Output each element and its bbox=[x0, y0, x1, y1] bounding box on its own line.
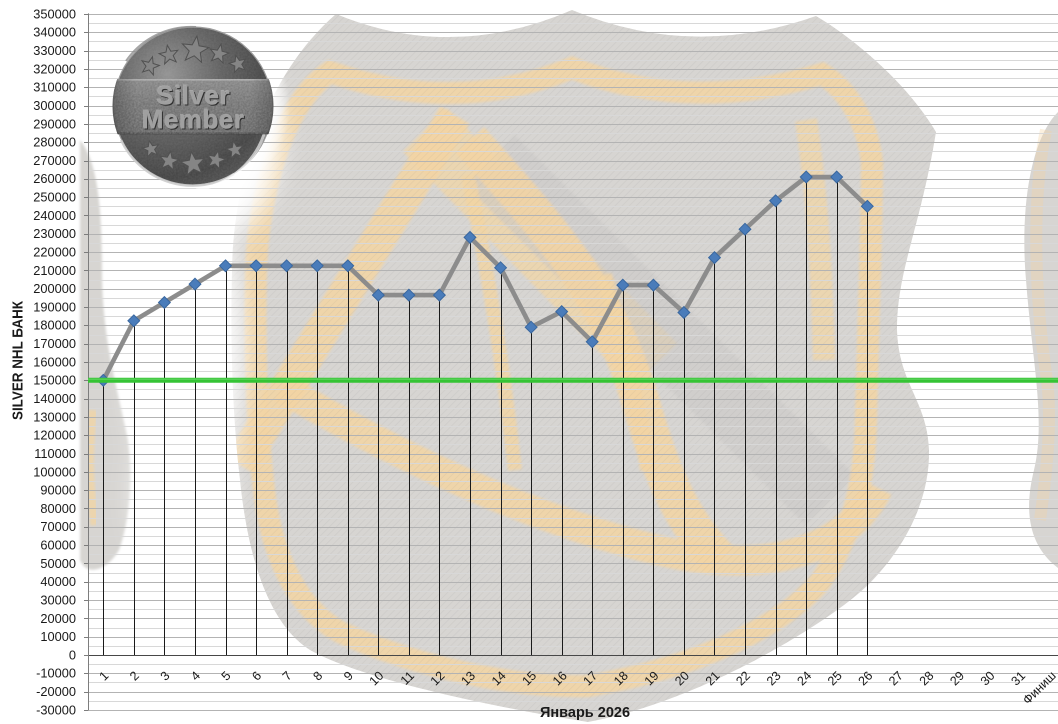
svg-text:23: 23 bbox=[764, 669, 784, 689]
svg-text:70000: 70000 bbox=[40, 519, 76, 534]
svg-text:170000: 170000 bbox=[33, 336, 76, 351]
svg-text:Member: Member bbox=[141, 103, 244, 133]
svg-text:320000: 320000 bbox=[33, 61, 76, 76]
svg-text:27: 27 bbox=[886, 669, 906, 689]
svg-text:SILVER NHL БАНК: SILVER NHL БАНК bbox=[9, 300, 26, 420]
svg-text:30: 30 bbox=[978, 669, 998, 689]
svg-text:220000: 220000 bbox=[33, 245, 76, 260]
svg-text:26: 26 bbox=[856, 669, 876, 689]
svg-text:Member: Member bbox=[142, 104, 245, 134]
svg-text:4: 4 bbox=[188, 669, 203, 684]
svg-text:50000: 50000 bbox=[40, 556, 76, 571]
svg-text:60000: 60000 bbox=[40, 538, 76, 553]
svg-text:180000: 180000 bbox=[33, 318, 76, 333]
svg-text:230000: 230000 bbox=[33, 226, 76, 241]
svg-text:110000: 110000 bbox=[34, 446, 76, 461]
svg-text:190000: 190000 bbox=[33, 299, 76, 314]
svg-text:130000: 130000 bbox=[33, 409, 76, 424]
svg-text:120000: 120000 bbox=[33, 428, 76, 443]
svg-text:29: 29 bbox=[947, 669, 967, 689]
svg-text:25: 25 bbox=[825, 669, 845, 689]
svg-text:6: 6 bbox=[249, 669, 264, 684]
svg-text:200000: 200000 bbox=[33, 281, 76, 296]
svg-text:350000: 350000 bbox=[33, 6, 76, 21]
svg-text:80000: 80000 bbox=[40, 501, 76, 516]
svg-text:140000: 140000 bbox=[33, 391, 76, 406]
svg-text:240000: 240000 bbox=[33, 208, 76, 223]
svg-text:-30000: -30000 bbox=[36, 702, 76, 717]
svg-text:160000: 160000 bbox=[33, 354, 76, 369]
svg-text:3: 3 bbox=[158, 669, 173, 684]
svg-text:31: 31 bbox=[1008, 669, 1028, 689]
svg-text:20000: 20000 bbox=[40, 611, 76, 626]
svg-text:290000: 290000 bbox=[33, 116, 76, 131]
svg-text:340000: 340000 bbox=[33, 25, 76, 40]
svg-text:2: 2 bbox=[127, 669, 142, 684]
svg-text:22: 22 bbox=[733, 669, 753, 689]
svg-text:Silver: Silver bbox=[157, 81, 231, 111]
svg-text:330000: 330000 bbox=[33, 43, 76, 58]
svg-text:8: 8 bbox=[310, 669, 325, 684]
svg-text:-20000: -20000 bbox=[36, 684, 76, 699]
svg-text:Member: Member bbox=[143, 105, 246, 135]
svg-text:7: 7 bbox=[280, 669, 295, 684]
svg-text:10000: 10000 bbox=[40, 629, 76, 644]
svg-text:280000: 280000 bbox=[33, 135, 76, 150]
svg-text:210000: 210000 bbox=[33, 263, 76, 278]
svg-text:Silver: Silver bbox=[156, 79, 230, 109]
svg-text:30000: 30000 bbox=[40, 593, 76, 608]
svg-text:5: 5 bbox=[219, 669, 234, 684]
svg-text:Silver: Silver bbox=[156, 80, 230, 110]
svg-text:28: 28 bbox=[917, 669, 937, 689]
svg-text:0: 0 bbox=[69, 647, 76, 662]
svg-text:270000: 270000 bbox=[33, 153, 76, 168]
svg-text:Январь 2026: Январь 2026 bbox=[540, 705, 630, 721]
svg-text:40000: 40000 bbox=[40, 574, 76, 589]
svg-text:310000: 310000 bbox=[33, 80, 76, 95]
svg-text:24: 24 bbox=[795, 669, 815, 689]
svg-text:1: 1 bbox=[97, 669, 112, 684]
svg-text:9: 9 bbox=[341, 669, 356, 684]
svg-text:250000: 250000 bbox=[33, 190, 76, 205]
svg-text:100000: 100000 bbox=[33, 464, 76, 479]
svg-text:300000: 300000 bbox=[33, 98, 76, 113]
svg-text:-10000: -10000 bbox=[36, 666, 76, 681]
svg-text:150000: 150000 bbox=[33, 373, 76, 388]
svg-text:260000: 260000 bbox=[33, 171, 76, 186]
svg-text:90000: 90000 bbox=[40, 483, 76, 498]
